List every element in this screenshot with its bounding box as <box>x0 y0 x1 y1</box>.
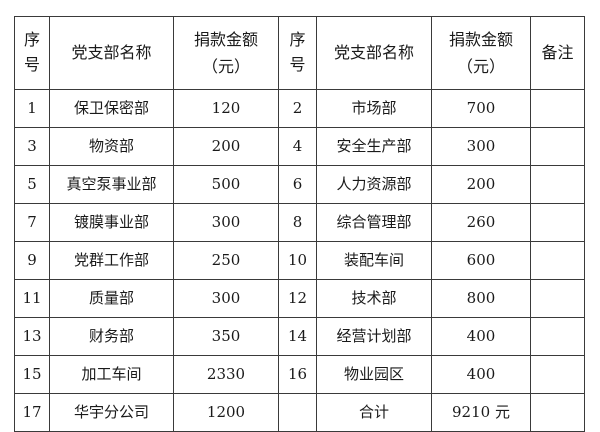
cell-amount-right: 300 <box>431 127 531 166</box>
cell-seq-left: 3 <box>14 127 50 166</box>
cell-note <box>530 165 585 204</box>
table-row: 5 真空泵事业部 500 6 人力资源部 200 <box>14 165 585 204</box>
cell-amount-right: 9210 元 <box>431 393 531 432</box>
header-note: 备注 <box>530 16 585 90</box>
header-branch-name-right: 党支部名称 <box>316 16 432 90</box>
header-amount-right: 捐款金额 （元） <box>431 16 531 90</box>
header-amount-left-line1: 捐款金额 <box>193 29 258 49</box>
cell-note <box>530 279 585 318</box>
donation-table: 序 号 党支部名称 捐款金额 （元） 序 号 党支部名称 捐款金额 <box>14 16 585 432</box>
header-seq-right-char1: 序 <box>289 30 306 50</box>
header-seq-right: 序 号 <box>278 16 317 90</box>
cell-seq-left: 1 <box>14 89 50 128</box>
header-amount-right-line2: （元） <box>456 57 505 76</box>
cell-branch-right: 经营计划部 <box>316 317 432 356</box>
table-row: 3 物资部 200 4 安全生产部 300 <box>14 127 585 166</box>
cell-amount-right: 400 <box>431 355 531 394</box>
cell-branch-left: 保卫保密部 <box>49 89 174 128</box>
cell-seq-right: 6 <box>278 165 317 204</box>
cell-branch-left: 加工车间 <box>49 355 174 394</box>
table-row: 9 党群工作部 250 10 装配车间 600 <box>14 241 585 280</box>
cell-branch-right: 技术部 <box>316 279 432 318</box>
cell-branch-right: 综合管理部 <box>316 203 432 242</box>
table-row: 11 质量部 300 12 技术部 800 <box>14 279 585 318</box>
header-seq-left-char1: 序 <box>23 30 40 50</box>
cell-amount-left: 500 <box>173 165 279 204</box>
table-row: 13 财务部 350 14 经营计划部 400 <box>14 317 585 356</box>
header-seq-left-char2: 号 <box>23 55 40 74</box>
cell-amount-right: 600 <box>431 241 531 280</box>
cell-branch-right: 物业园区 <box>316 355 432 394</box>
header-branch-name-left: 党支部名称 <box>49 16 174 90</box>
cell-amount-left: 300 <box>173 279 279 318</box>
cell-branch-right: 装配车间 <box>316 241 432 280</box>
cell-branch-left: 镀膜事业部 <box>49 203 174 242</box>
cell-amount-right: 200 <box>431 165 531 204</box>
cell-amount-right: 700 <box>431 89 531 128</box>
cell-branch-left: 质量部 <box>49 279 174 318</box>
table-row: 17 华宇分公司 1200 合计 9210 元 <box>14 393 585 432</box>
table-header: 序 号 党支部名称 捐款金额 （元） 序 号 党支部名称 捐款金额 <box>14 16 585 90</box>
table-row: 7 镀膜事业部 300 8 综合管理部 260 <box>14 203 585 242</box>
cell-branch-left: 财务部 <box>49 317 174 356</box>
cell-note <box>530 393 585 432</box>
cell-seq-left: 11 <box>14 279 50 318</box>
donation-table-container: 序 号 党支部名称 捐款金额 （元） 序 号 党支部名称 捐款金额 <box>14 16 585 432</box>
cell-amount-left: 300 <box>173 203 279 242</box>
table-row: 1 保卫保密部 120 2 市场部 700 <box>14 89 585 128</box>
header-row: 序 号 党支部名称 捐款金额 （元） 序 号 党支部名称 捐款金额 <box>14 16 585 90</box>
cell-seq-right: 4 <box>278 127 317 166</box>
cell-seq-right: 10 <box>278 241 317 280</box>
cell-branch-left: 真空泵事业部 <box>49 165 174 204</box>
table-row: 15 加工车间 2330 16 物业园区 400 <box>14 355 585 394</box>
cell-seq-left: 17 <box>14 393 50 432</box>
cell-seq-right: 16 <box>278 355 317 394</box>
cell-amount-left: 1200 <box>173 393 279 432</box>
cell-amount-right: 400 <box>431 317 531 356</box>
cell-branch-right: 人力资源部 <box>316 165 432 204</box>
cell-seq-right: 8 <box>278 203 317 242</box>
cell-branch-right: 市场部 <box>316 89 432 128</box>
cell-seq-left: 5 <box>14 165 50 204</box>
header-amount-right-line1: 捐款金额 <box>448 29 513 49</box>
cell-amount-left: 250 <box>173 241 279 280</box>
header-seq-right-char2: 号 <box>289 55 306 74</box>
header-amount-left-line2: （元） <box>201 57 250 76</box>
cell-seq-left: 7 <box>14 203 50 242</box>
cell-branch-left: 物资部 <box>49 127 174 166</box>
cell-amount-right: 260 <box>431 203 531 242</box>
cell-seq-right: 14 <box>278 317 317 356</box>
table-body: 1 保卫保密部 120 2 市场部 700 3 物资部 200 4 安全生产部 300 5 真空泵事业部 5… <box>14 89 585 432</box>
cell-note <box>530 355 585 394</box>
cell-note <box>530 317 585 356</box>
cell-branch-left: 华宇分公司 <box>49 393 174 432</box>
cell-branch-right: 安全生产部 <box>316 127 432 166</box>
cell-note <box>530 241 585 280</box>
cell-branch-left: 党群工作部 <box>49 241 174 280</box>
header-amount-left: 捐款金额 （元） <box>173 16 279 90</box>
cell-amount-left: 350 <box>173 317 279 356</box>
cell-amount-left: 120 <box>173 89 279 128</box>
cell-seq-left: 9 <box>14 241 50 280</box>
cell-seq-right: 2 <box>278 89 317 128</box>
cell-seq-right: 12 <box>278 279 317 318</box>
cell-seq-right <box>278 393 317 432</box>
cell-amount-left: 2330 <box>173 355 279 394</box>
cell-branch-right: 合计 <box>316 393 432 432</box>
cell-note <box>530 127 585 166</box>
cell-seq-left: 15 <box>14 355 50 394</box>
cell-amount-right: 800 <box>431 279 531 318</box>
cell-note <box>530 203 585 242</box>
cell-seq-left: 13 <box>14 317 50 356</box>
cell-amount-left: 200 <box>173 127 279 166</box>
cell-note <box>530 89 585 128</box>
header-seq-left: 序 号 <box>14 16 50 90</box>
